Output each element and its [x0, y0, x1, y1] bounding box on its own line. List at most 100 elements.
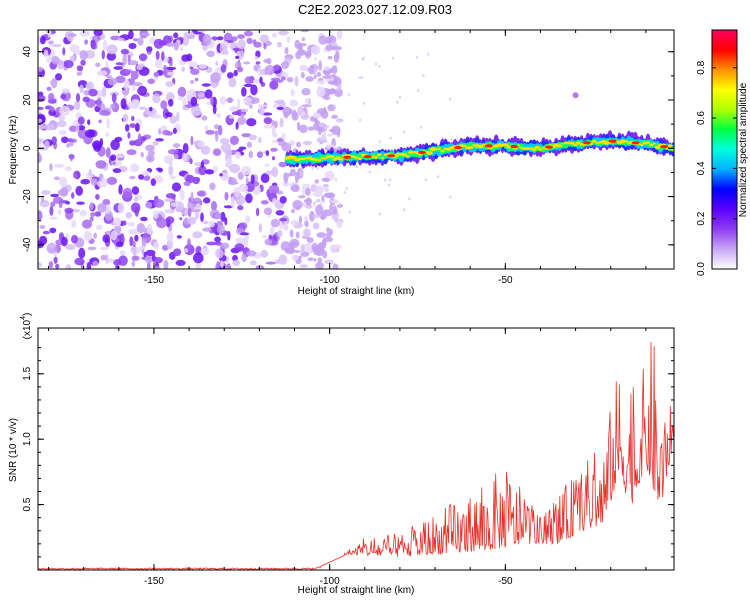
noise-blob — [129, 175, 136, 180]
noise-blob — [131, 260, 136, 268]
noise-blob — [46, 57, 54, 64]
noise-blob — [189, 66, 194, 70]
noise-blob — [187, 216, 197, 225]
noise-blob — [121, 220, 127, 226]
signal-yellow — [426, 151, 433, 155]
noise-blob — [286, 36, 291, 43]
noise-blob — [49, 216, 58, 220]
noise-blob — [201, 115, 208, 121]
noise-blob — [38, 94, 46, 102]
top-ytick-label: 40 — [22, 46, 33, 58]
signal-yellow — [320, 157, 325, 160]
noise-blob — [85, 82, 92, 90]
noise-blob — [173, 154, 179, 160]
noise-blob — [49, 163, 53, 172]
noise-blob — [60, 186, 69, 197]
noise-blob — [38, 210, 43, 222]
noise-blob — [53, 256, 58, 264]
snr-plot-area — [38, 342, 674, 570]
noise-blob — [61, 236, 68, 247]
noise-blob — [196, 30, 208, 33]
signal-yellow — [576, 141, 581, 145]
noise-blob — [250, 84, 258, 96]
noise-blob — [230, 135, 239, 145]
top-ytick-label: -40 — [22, 237, 33, 252]
bottom-exponent-label: (x104) — [20, 313, 33, 340]
noise-blob — [137, 37, 144, 46]
noise-blob — [266, 57, 272, 65]
signal-green — [443, 149, 448, 154]
noise-blob — [128, 60, 139, 66]
noise-blob — [98, 119, 102, 124]
noise-blob — [67, 33, 77, 37]
noise-blob — [326, 227, 331, 233]
noise-blob — [304, 220, 309, 228]
noise-blob — [202, 220, 209, 225]
noise-blob — [331, 205, 338, 215]
noise-blob — [81, 219, 93, 229]
noise-blob — [142, 170, 151, 176]
exponent-power: 4 — [20, 316, 27, 320]
noise-blob — [71, 220, 77, 228]
signal-peak — [363, 155, 372, 159]
noise-blob — [195, 261, 202, 269]
noise-blob — [237, 116, 247, 125]
noise-blob — [92, 260, 99, 267]
colorbar-tick-label: 0.6 — [696, 111, 707, 125]
noise-blob — [64, 166, 72, 171]
top-xtick-label: -100 — [320, 275, 340, 286]
noise-blob — [153, 241, 160, 250]
noise-blob — [64, 207, 74, 214]
noise-blob — [292, 200, 303, 210]
noise-blob — [74, 100, 81, 111]
noise-blob — [304, 229, 310, 238]
noise-blob — [193, 252, 204, 264]
noise-blob — [228, 77, 237, 88]
noise-blob — [299, 64, 309, 72]
noise-blob — [115, 62, 124, 66]
noise-blob — [238, 183, 249, 192]
signal-peak — [510, 144, 519, 149]
noise-blob — [311, 45, 321, 55]
noise-blob — [200, 161, 205, 168]
top-xtick-label: -150 — [144, 275, 164, 286]
signal-peak — [454, 146, 462, 150]
signal-peak — [545, 145, 553, 149]
noise-blob — [146, 154, 155, 163]
noise-blob — [114, 136, 123, 142]
noise-blob — [90, 39, 96, 50]
speckle — [316, 167, 319, 171]
noise-blob — [182, 152, 188, 162]
noise-blob — [302, 140, 313, 146]
noise-blob — [262, 234, 268, 239]
noise-blob — [143, 175, 151, 181]
bottom-ytick-label: 1.0 — [22, 432, 33, 446]
speckle — [389, 136, 392, 140]
signal-yellow — [481, 143, 486, 146]
noise-blob — [176, 235, 182, 239]
noise-blob — [131, 255, 140, 261]
noise-blob — [85, 129, 96, 138]
noise-blob — [316, 80, 326, 85]
noise-blob — [336, 30, 343, 40]
noise-blob — [187, 238, 191, 250]
speckle — [311, 166, 314, 170]
signal-peak — [484, 144, 493, 148]
noise-blob — [223, 205, 234, 209]
noise-blob — [95, 160, 107, 169]
noise-blob — [90, 212, 96, 217]
snr-line — [38, 342, 674, 570]
noise-blob — [270, 218, 280, 228]
noise-blob — [130, 163, 140, 173]
signal-yellow — [667, 144, 673, 148]
noise-blob — [38, 106, 44, 111]
noise-blob — [321, 209, 333, 217]
noise-blob — [232, 259, 241, 267]
noise-blob — [52, 196, 64, 204]
noise-blob — [80, 59, 86, 66]
signal-yellow — [573, 143, 578, 147]
noise-blob — [272, 132, 278, 138]
noise-blob — [194, 112, 203, 116]
noise-blob — [231, 36, 238, 42]
noise-blob — [50, 78, 58, 89]
